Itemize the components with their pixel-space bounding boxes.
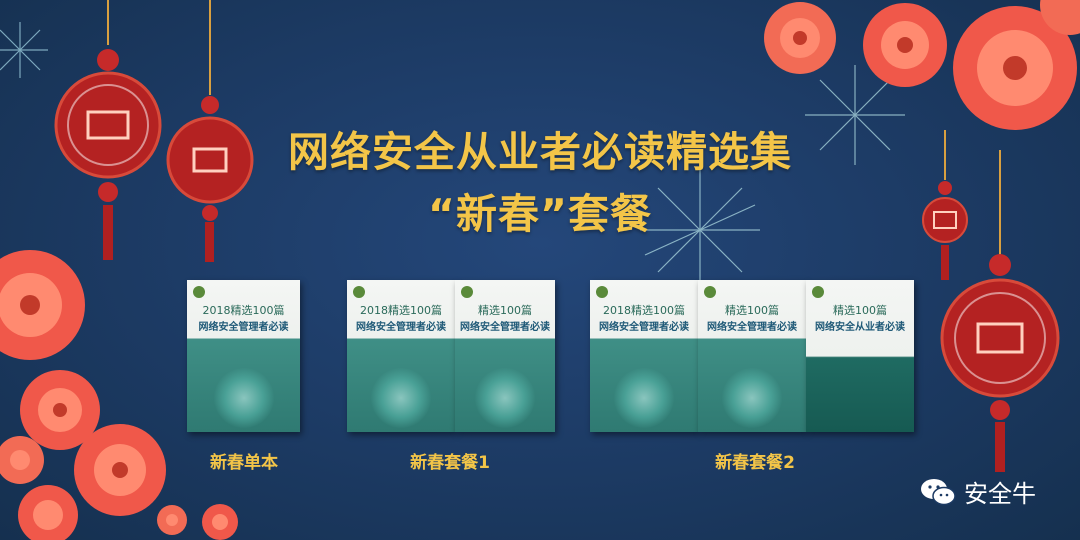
headline: 网络安全从业者必读精选集 <box>288 128 792 176</box>
book-series: 2018精选100篇 <box>603 304 685 317</box>
book-series: 2018精选100篇 <box>202 304 285 317</box>
book-series: 精选100篇 <box>478 304 532 317</box>
chinese-knot-right-small <box>922 130 968 280</box>
chinese-knot-left-1 <box>54 0 162 260</box>
logo-icon <box>596 286 608 298</box>
book-title: 网络安全管理者必读 <box>356 322 446 333</box>
firework-right <box>805 65 905 165</box>
logo-icon <box>704 286 716 298</box>
chinese-knot-left-2 <box>166 0 254 262</box>
book-series: 2018精选100篇 <box>360 304 442 317</box>
book-cover: 精选100篇 网络安全从业者必读 <box>806 280 914 432</box>
book-cover: 2018精选100篇 网络安全管理者必读 <box>187 280 300 432</box>
firework-center <box>640 170 760 290</box>
book-title: 网络安全管理者必读 <box>599 322 689 333</box>
firework-top-left <box>0 22 48 78</box>
cover-graphic <box>371 368 431 428</box>
sub-headline: “新春”套餐 <box>428 190 652 238</box>
book-cover: 精选100篇 网络安全管理者必读 <box>698 280 806 432</box>
book-series: 精选100篇 <box>725 304 779 317</box>
caption-set-2: 新春套餐2 <box>715 453 795 473</box>
cover-graphic <box>614 368 674 428</box>
logo-icon <box>812 286 824 298</box>
flowers-top-right <box>764 0 1080 130</box>
caption-set-1: 新春套餐1 <box>410 453 490 473</box>
flowers-bottom-left <box>0 370 238 540</box>
logo-icon <box>461 286 473 298</box>
book-cover: 2018精选100篇 网络安全管理者必读 <box>347 280 455 432</box>
logo-icon <box>193 286 205 298</box>
cover-graphic <box>722 368 782 428</box>
cover-graphic <box>213 368 274 428</box>
brand-name: 安全牛 <box>964 480 1036 508</box>
chinese-knot-right-large <box>940 150 1060 472</box>
book-title: 网络安全管理者必读 <box>707 322 797 333</box>
logo-icon <box>353 286 365 298</box>
brand: 安全牛 <box>920 474 1036 509</box>
book-title: 网络安全从业者必读 <box>815 322 905 333</box>
wechat-icon <box>921 478 956 505</box>
caption-single: 新春单本 <box>210 453 278 473</box>
book-title: 网络安全管理者必读 <box>460 322 550 333</box>
book-series: 精选100篇 <box>833 304 887 317</box>
cover-graphic <box>475 368 535 428</box>
book-cover: 精选100篇 网络安全管理者必读 <box>455 280 555 432</box>
book-title: 网络安全管理者必读 <box>198 322 289 333</box>
book-cover: 2018精选100篇 网络安全管理者必读 <box>590 280 698 432</box>
flowers-left <box>0 250 85 360</box>
